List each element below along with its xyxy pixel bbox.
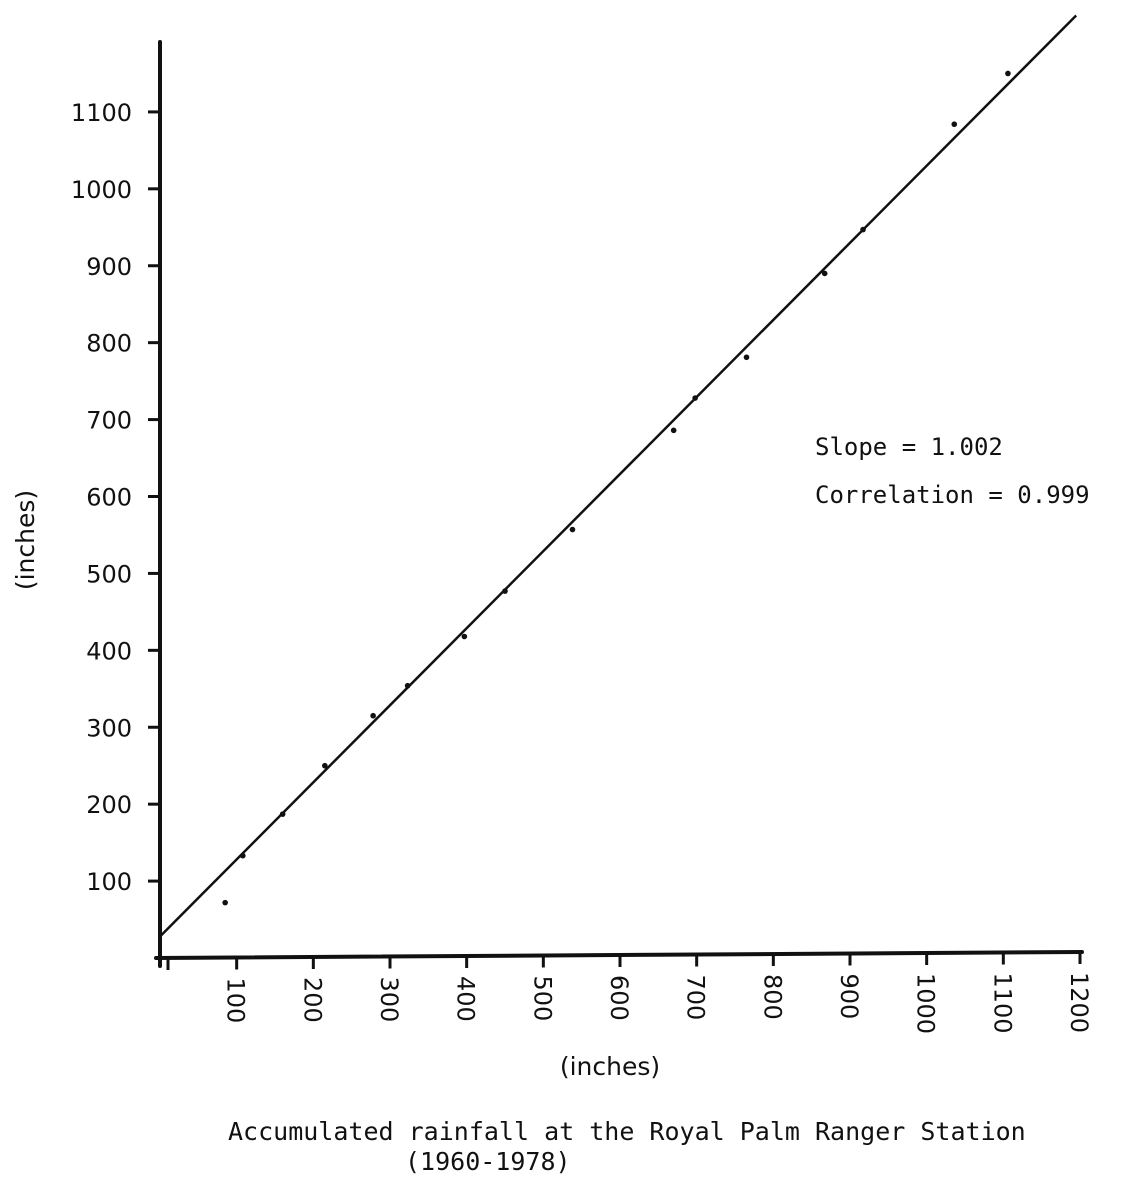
x-tick-label-1100: 1100 (988, 973, 1016, 1034)
x-ticks: 100 200 300 400 500 600 700 800 900 1000 1100 1200 (166, 952, 1093, 1034)
x-tick-label-1000: 1000 (912, 973, 940, 1034)
y-tick-label-800: 800 (86, 330, 132, 358)
x-tick-label-300: 300 (375, 977, 403, 1023)
data-point-2 (279, 811, 286, 817)
x-tick-label-400: 400 (452, 976, 480, 1022)
x-tick-label-500: 500 (528, 976, 556, 1022)
y-tick-label-1100: 1100 (71, 99, 132, 127)
data-point-1 (240, 852, 246, 859)
data-point-5 (404, 682, 411, 689)
x-tick-label-800: 800 (758, 974, 786, 1020)
x-tick-label-1200: 1200 (1065, 972, 1093, 1033)
data-point-11 (743, 354, 750, 361)
data-point-6 (461, 633, 468, 640)
x-tick-label-900: 900 (835, 974, 863, 1020)
y-tick-label-600: 600 (86, 484, 132, 512)
data-point-4 (370, 712, 376, 719)
y-tick-label-400: 400 (86, 637, 132, 665)
x-tick-label-700: 700 (682, 975, 710, 1021)
x-tick-label-100: 100 (222, 978, 250, 1024)
x-axis-label: (inches) (560, 1052, 660, 1081)
y-tick-label-1000: 1000 (71, 176, 132, 204)
y-tick-label-200: 200 (86, 791, 132, 819)
regression-line (159, 14, 1078, 938)
y-tick-label-700: 700 (86, 407, 132, 435)
data-point-10 (692, 395, 698, 401)
data-point-0 (222, 899, 228, 906)
data-point-9 (670, 427, 677, 434)
chart-caption-line-1: Accumulated rainfall at the Royal Palm R… (228, 1117, 1026, 1146)
y-tick-label-900: 900 (86, 253, 132, 281)
data-point-13 (860, 226, 866, 233)
y-tick-label-500: 500 (86, 560, 132, 588)
y-ticks: 100 200 300 400 500 600 700 800 900 1000 1100 (71, 99, 160, 896)
data-point-12 (821, 270, 828, 277)
x-tick-label-600: 600 (605, 975, 633, 1021)
y-axis-label: (inches) (11, 490, 40, 590)
data-point-8 (569, 526, 576, 533)
data-point-7 (502, 588, 508, 594)
y-tick-label-100: 100 (86, 868, 132, 896)
chart-caption-line-2: (1960-1978) (405, 1147, 571, 1176)
data-point-3 (322, 762, 328, 769)
y-tick-label-300: 300 (86, 714, 132, 742)
fit-line-group (159, 14, 1078, 938)
data-point-15 (1005, 70, 1011, 77)
data-point-14 (951, 121, 958, 128)
data-points (222, 70, 1011, 906)
x-tick-label-200: 200 (298, 977, 326, 1023)
correlation-annotation: Correlation = 0.999 (815, 481, 1090, 509)
slope-annotation: Slope = 1.002 (815, 433, 1003, 461)
